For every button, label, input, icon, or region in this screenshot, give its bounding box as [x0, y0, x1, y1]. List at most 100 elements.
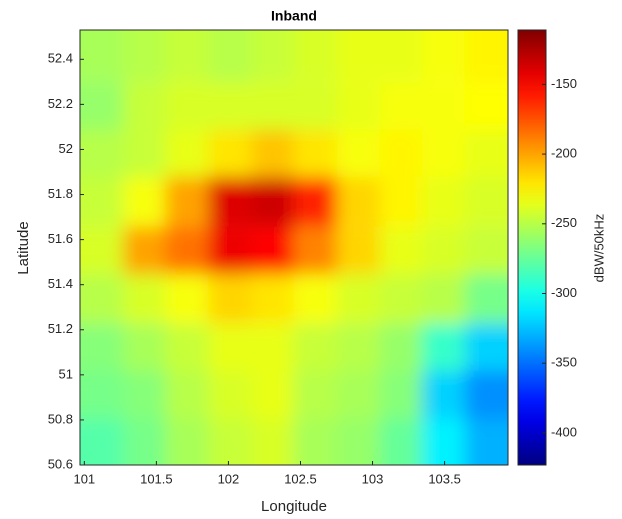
y-axis-label: Latitude	[15, 221, 32, 274]
heatmap-cell	[165, 226, 210, 277]
heatmap-cell	[123, 370, 168, 421]
colorbar	[517, 29, 547, 466]
heatmap-cell	[421, 177, 466, 227]
y-tick-label: 52.4	[48, 51, 73, 66]
heatmap-cell	[80, 274, 125, 324]
heatmap-cell	[251, 30, 296, 83]
heatmap-cell	[379, 418, 424, 465]
heatmap-cell	[336, 370, 381, 421]
heatmap-cell	[421, 323, 466, 373]
heatmap-cell	[464, 129, 508, 180]
x-tick-label: 102	[218, 471, 240, 486]
heatmap-cell	[165, 418, 210, 465]
y-tick-label: 52	[59, 141, 73, 156]
y-tick-label: 51.2	[48, 321, 73, 336]
heatmap-cell	[421, 30, 466, 83]
heatmap-cell	[123, 418, 168, 465]
heatmap-cell	[165, 30, 210, 83]
heatmap-cell	[165, 129, 210, 180]
heatmap-cell	[208, 30, 253, 83]
heatmap-cell	[464, 226, 508, 277]
colorbar-tick-label: -350	[551, 355, 577, 370]
heatmap-cell	[379, 226, 424, 277]
heatmap-cell	[336, 418, 381, 465]
heatmap-cell	[80, 323, 125, 373]
x-tick-label: 102.5	[284, 471, 317, 486]
heatmap-cell	[336, 274, 381, 324]
y-tick-label: 50.8	[48, 411, 73, 426]
heatmap-cell	[80, 82, 125, 132]
y-tick-label: 51.4	[48, 276, 73, 291]
chart-title: Inband	[271, 8, 317, 24]
heatmap-cell	[464, 177, 508, 227]
heatmap-cell	[464, 82, 508, 132]
y-tick-label: 51	[59, 366, 73, 381]
heatmap-cell	[165, 82, 210, 132]
x-tick-label: 103	[362, 471, 384, 486]
heatmap-cell	[123, 226, 168, 277]
heatmap-cell	[165, 177, 210, 227]
heatmap-cell	[293, 226, 338, 277]
heatmap-cell	[123, 129, 168, 180]
colorbar-tick-label: -300	[551, 285, 577, 300]
heatmap-cell	[251, 323, 296, 373]
colorbar-label: dBW/50kHz	[591, 214, 606, 283]
heatmap-cell	[421, 370, 466, 421]
heatmap-cell	[251, 177, 296, 227]
heatmap-cell	[80, 418, 125, 465]
heatmap-cell	[165, 323, 210, 373]
heatmap-cell	[123, 323, 168, 373]
heatmap-cell	[379, 30, 424, 83]
heatmap-cell	[421, 129, 466, 180]
heatmap-cell	[208, 82, 253, 132]
colorbar-tick-label: -150	[551, 76, 577, 91]
heatmap-cell	[293, 323, 338, 373]
heatmap-cell	[421, 274, 466, 324]
heatmap-cell	[80, 226, 125, 277]
heatmap-cell	[251, 418, 296, 465]
heatmap-cell	[336, 129, 381, 180]
heatmap-cell	[379, 370, 424, 421]
y-tick-label: 51.8	[48, 186, 73, 201]
heatmap-cell	[123, 177, 168, 227]
heatmap-cell	[251, 129, 296, 180]
heatmap-cell	[165, 274, 210, 324]
heatmap-cell	[251, 274, 296, 324]
y-tick-label: 51.6	[48, 231, 73, 246]
x-axis-label: Longitude	[261, 498, 327, 515]
heatmap-cell	[80, 30, 125, 83]
heatmap-cell	[464, 274, 508, 324]
colorbar-tick-label: -250	[551, 215, 577, 230]
heatmap-cell	[336, 177, 381, 227]
heatmap-cell	[379, 177, 424, 227]
heatmap-cell	[464, 418, 508, 465]
heatmap-cell	[123, 30, 168, 83]
heatmap-cell	[464, 30, 508, 83]
x-tick-label: 103.5	[428, 471, 461, 486]
heatmap-cell	[80, 370, 125, 421]
heatmap-cell	[336, 30, 381, 83]
heatmap-cell	[165, 370, 210, 421]
y-tick-label: 50.6	[48, 456, 73, 471]
heatmap-cell	[379, 274, 424, 324]
heatmap-cell	[293, 418, 338, 465]
colorbar-tick-label: -200	[551, 146, 577, 161]
heatmap-cell	[80, 177, 125, 227]
heatmap-cell	[251, 82, 296, 132]
heatmap-cell	[379, 82, 424, 132]
heatmap-cell	[251, 226, 296, 277]
heatmap-cell	[208, 323, 253, 373]
plot-frame	[79, 29, 509, 466]
heatmap-cell	[293, 30, 338, 83]
heatmap-cell	[336, 82, 381, 132]
heatmap-cell	[293, 177, 338, 227]
heatmap-cell	[208, 129, 253, 180]
heatmap-cell	[379, 323, 424, 373]
heatmap-cell	[123, 274, 168, 324]
heatmap-cell	[336, 226, 381, 277]
heatmap	[80, 30, 508, 465]
y-tick-label: 52.2	[48, 96, 73, 111]
heatmap-cell	[293, 129, 338, 180]
x-tick-label: 101.5	[140, 471, 173, 486]
